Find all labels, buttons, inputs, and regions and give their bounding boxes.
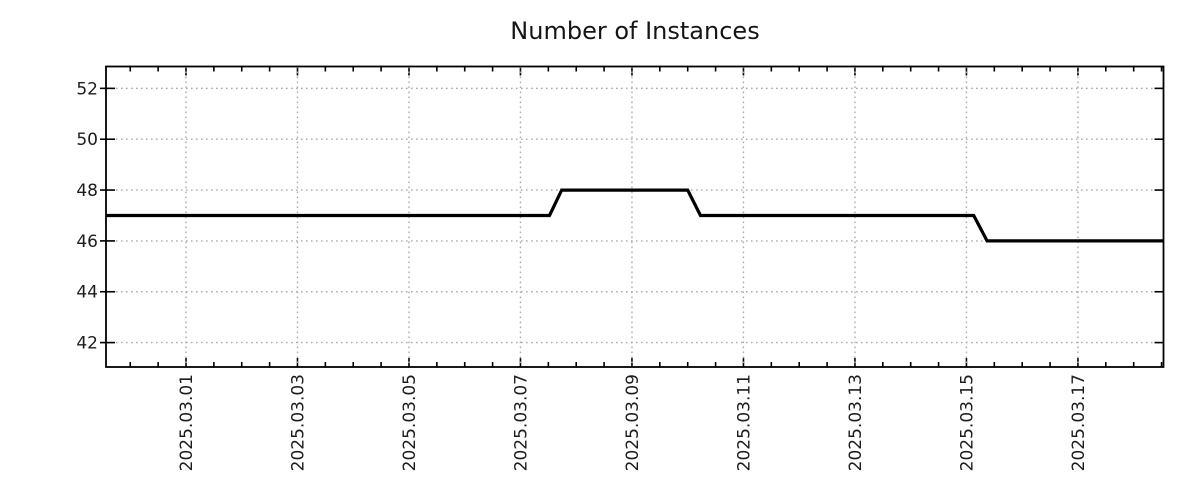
y-tick-label: 46: [76, 232, 98, 252]
x-tick-label: 2025.03.01: [177, 374, 197, 471]
x-tick-label: 2025.03.09: [623, 374, 643, 471]
y-tick-label: 52: [76, 79, 98, 99]
chart-title: Number of Instances: [510, 17, 760, 45]
x-tick-label: 2025.03.13: [846, 374, 866, 471]
y-tick-label: 48: [76, 181, 98, 201]
x-tick-label: 2025.03.15: [957, 374, 977, 471]
y-tick-label: 42: [76, 334, 98, 354]
x-tick-label: 2025.03.07: [511, 374, 531, 471]
x-tick-label: 2025.03.11: [734, 374, 754, 471]
y-tick-label: 44: [76, 283, 98, 303]
x-tick-label: 2025.03.05: [400, 374, 420, 471]
y-tick-label: 50: [76, 130, 98, 150]
x-tick-label: 2025.03.03: [288, 374, 308, 471]
x-tick-label: 2025.03.17: [1069, 374, 1089, 471]
data-line-instances: [106, 188, 1164, 243]
